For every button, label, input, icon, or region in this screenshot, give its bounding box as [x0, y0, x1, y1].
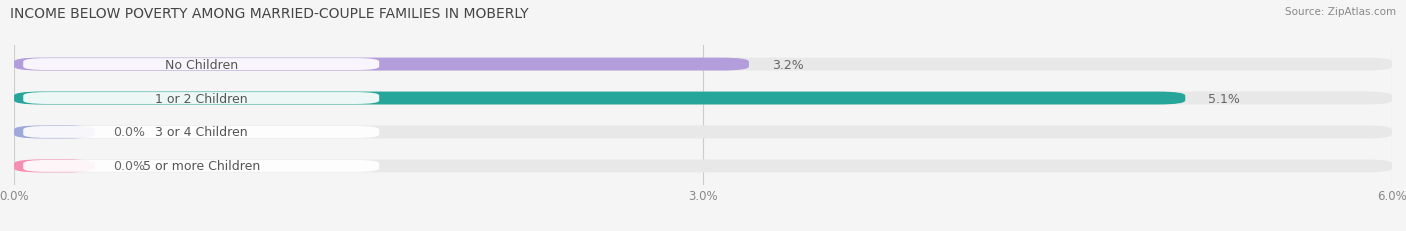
- Text: No Children: No Children: [165, 58, 238, 71]
- Text: 5 or more Children: 5 or more Children: [142, 160, 260, 173]
- FancyBboxPatch shape: [24, 93, 380, 104]
- Text: 1 or 2 Children: 1 or 2 Children: [155, 92, 247, 105]
- FancyBboxPatch shape: [14, 92, 1185, 105]
- FancyBboxPatch shape: [14, 92, 1392, 105]
- Text: 5.1%: 5.1%: [1208, 92, 1240, 105]
- Text: 0.0%: 0.0%: [112, 126, 145, 139]
- FancyBboxPatch shape: [24, 127, 380, 138]
- FancyBboxPatch shape: [14, 160, 94, 173]
- FancyBboxPatch shape: [14, 58, 749, 71]
- Text: 3 or 4 Children: 3 or 4 Children: [155, 126, 247, 139]
- Text: 0.0%: 0.0%: [112, 160, 145, 173]
- FancyBboxPatch shape: [14, 126, 94, 139]
- Text: 3.2%: 3.2%: [772, 58, 804, 71]
- FancyBboxPatch shape: [24, 59, 380, 71]
- FancyBboxPatch shape: [14, 126, 1392, 139]
- FancyBboxPatch shape: [24, 160, 380, 172]
- Text: INCOME BELOW POVERTY AMONG MARRIED-COUPLE FAMILIES IN MOBERLY: INCOME BELOW POVERTY AMONG MARRIED-COUPL…: [10, 7, 529, 21]
- FancyBboxPatch shape: [14, 160, 1392, 173]
- Text: Source: ZipAtlas.com: Source: ZipAtlas.com: [1285, 7, 1396, 17]
- FancyBboxPatch shape: [14, 58, 1392, 71]
